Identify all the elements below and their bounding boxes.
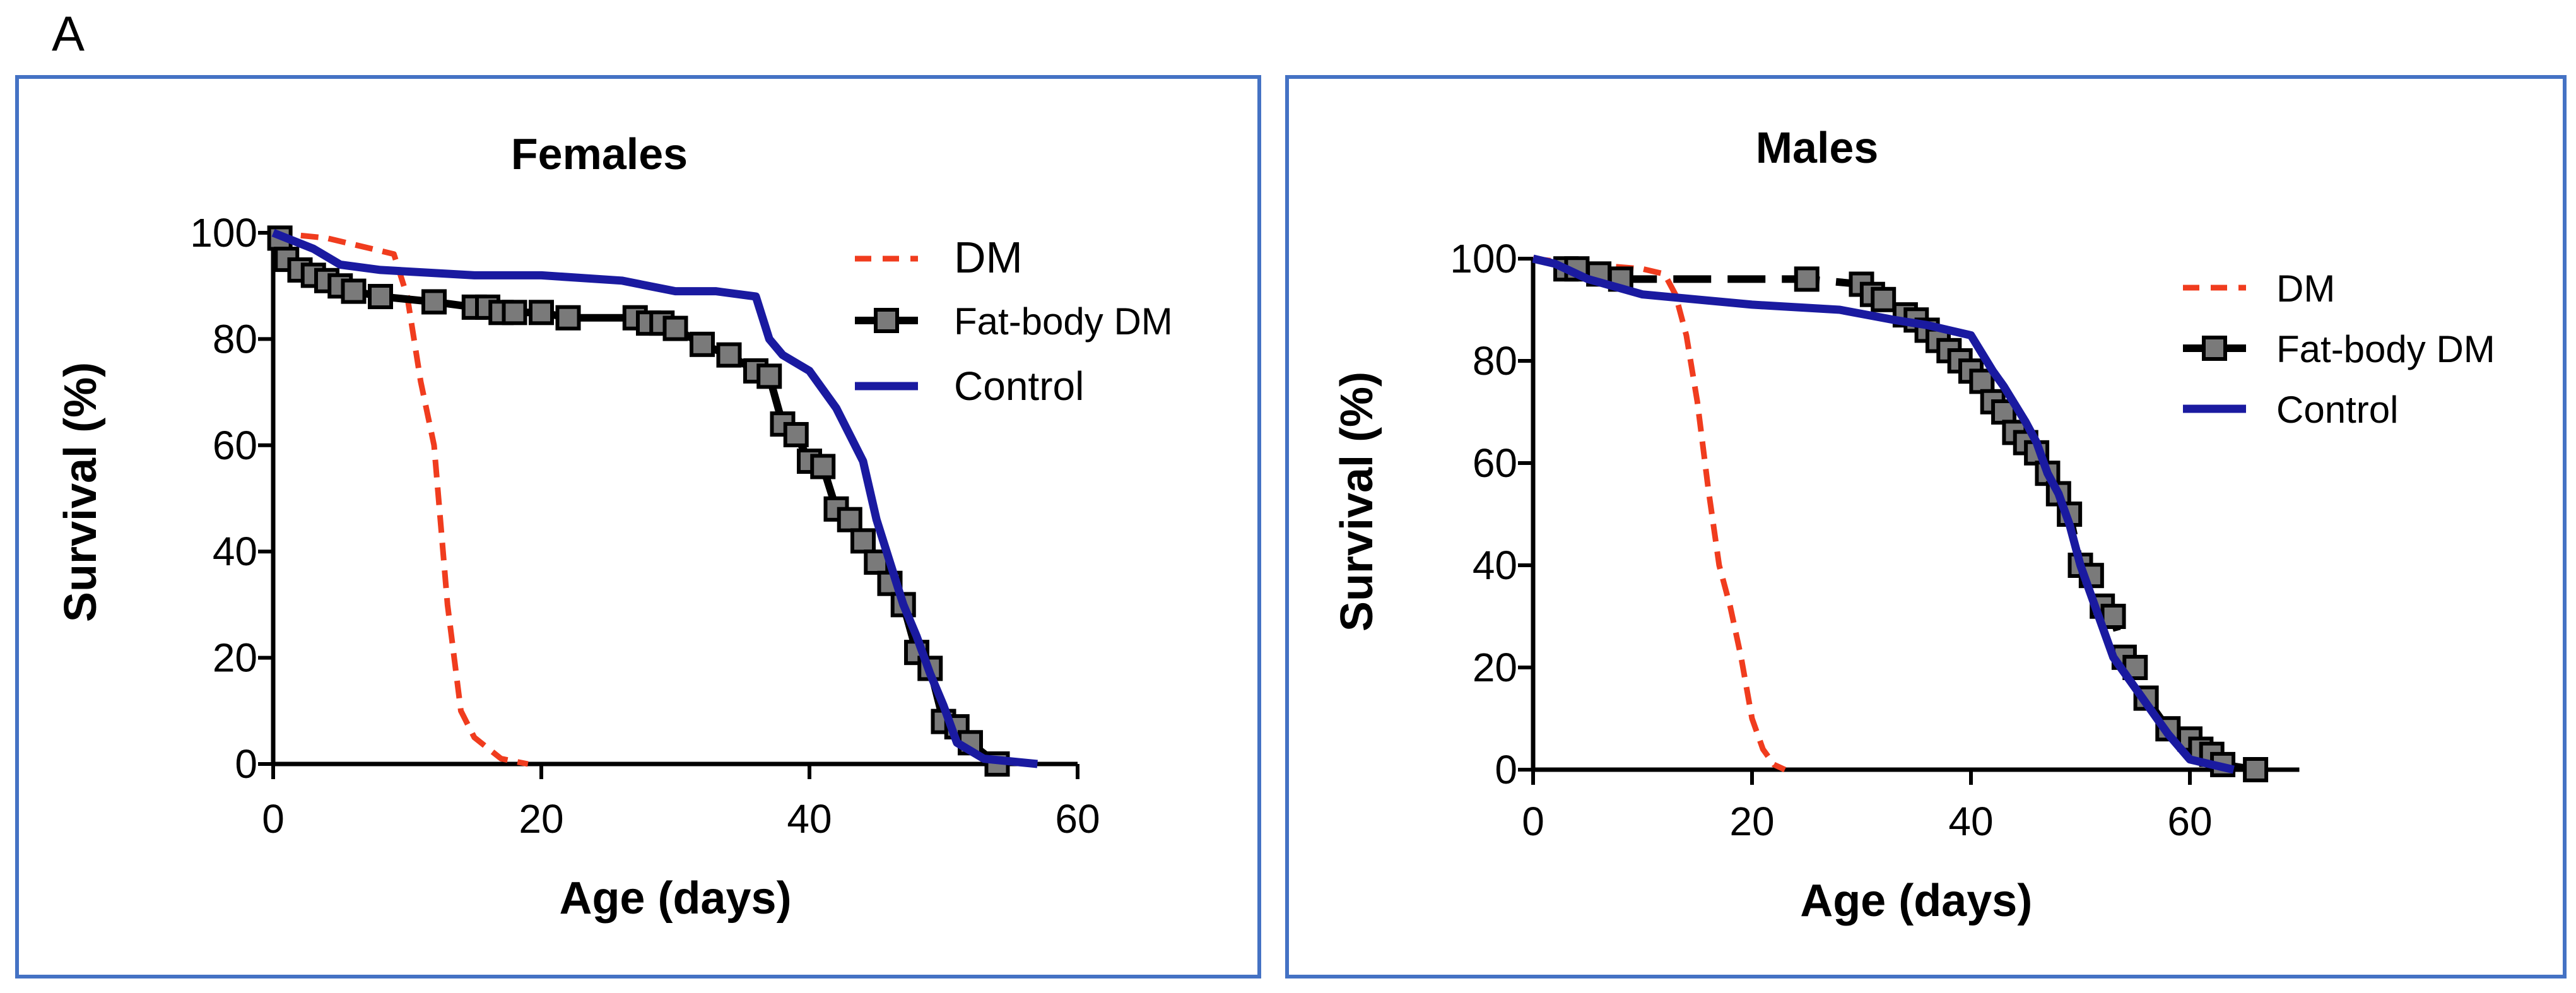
y-tick-label: 20 xyxy=(213,635,257,681)
data-point-fat-body-dm xyxy=(810,454,836,479)
x-tick-label: 0 xyxy=(1522,799,1544,844)
data-point-fat-body-dm xyxy=(2243,757,2269,782)
legend-marker xyxy=(874,308,899,333)
data-point-fat-body-dm xyxy=(716,342,742,368)
x-tick-label: 20 xyxy=(1729,799,1774,844)
y-axis-title: Survival (%) xyxy=(1332,372,1382,632)
data-point-fat-body-dm xyxy=(502,300,527,326)
legend: DM Fat-body DM Control xyxy=(855,233,1173,409)
data-point-fat-body-dm xyxy=(1794,266,1820,292)
data-point-fat-body-dm xyxy=(850,528,876,554)
x-tick-label: 40 xyxy=(1948,799,1993,844)
y-tick-label: 0 xyxy=(235,741,257,787)
y-tick-label: 60 xyxy=(1473,440,1517,486)
data-point-fat-body-dm xyxy=(837,507,862,532)
x-axis-title: Age (days) xyxy=(559,873,791,924)
males-chart: Males 0 20 40 60 0 20 40 60 80 100 Age (days) Surviv… xyxy=(1332,123,2495,926)
legend-label: Fat-body DM xyxy=(2276,328,2495,370)
x-axis-title: Age (days) xyxy=(1800,876,2032,926)
y-tick-label: 100 xyxy=(1450,236,1517,281)
y-tick-label: 20 xyxy=(1473,645,1517,690)
legend-label: DM xyxy=(954,233,1023,282)
y-tick-label: 80 xyxy=(213,316,257,361)
legend-marker xyxy=(2202,336,2227,361)
y-tick-label: 80 xyxy=(1473,338,1517,384)
y-tick-label: 0 xyxy=(1495,747,1517,792)
series-line-dm xyxy=(1532,256,1786,773)
x-tick-label: 40 xyxy=(787,796,832,842)
legend-label: Fat-body DM xyxy=(954,300,1173,343)
legend-label: Control xyxy=(2276,389,2398,431)
data-point-fat-body-dm xyxy=(2100,604,2126,629)
males-panel-frame xyxy=(1285,75,2567,978)
data-point-fat-body-dm xyxy=(756,363,782,389)
chart-title: Males xyxy=(1756,123,1879,172)
series-line-control xyxy=(1532,254,2235,774)
x-tick-label: 0 xyxy=(262,796,285,842)
legend-label: DM xyxy=(2276,267,2335,310)
y-tick-label: 100 xyxy=(190,210,257,256)
data-point-fat-body-dm xyxy=(341,278,367,304)
data-point-fat-body-dm xyxy=(529,300,554,326)
legend: DM Fat-body DM Control xyxy=(2183,267,2495,431)
data-point-fat-body-dm xyxy=(421,289,447,315)
data-point-fat-body-dm xyxy=(662,315,688,341)
chart-title: Females xyxy=(511,129,688,179)
y-tick-label: 40 xyxy=(213,529,257,574)
series-line-dm xyxy=(273,230,529,767)
data-point-fat-body-dm xyxy=(690,331,715,357)
females-panel-frame xyxy=(15,75,1261,978)
x-tick-label: 60 xyxy=(2167,799,2212,844)
data-point-fat-body-dm xyxy=(555,305,581,331)
x-tick-label: 60 xyxy=(1055,796,1100,842)
data-point-fat-body-dm xyxy=(1969,368,1995,394)
series-line-control xyxy=(271,228,1038,768)
y-tick-label: 60 xyxy=(213,423,257,468)
y-tick-label: 40 xyxy=(1473,543,1517,588)
x-tick-label: 20 xyxy=(519,796,563,842)
legend-label: Control xyxy=(954,363,1084,409)
y-axis-title: Survival (%) xyxy=(56,362,106,622)
data-point-fat-body-dm xyxy=(368,284,393,310)
females-chart: Females 0 20 40 60 0 20 40 60 80 100 Age (days) Surv… xyxy=(56,129,1173,924)
data-point-fat-body-dm xyxy=(1871,286,1897,312)
data-point-fat-body-dm xyxy=(783,421,809,447)
panel-label: A xyxy=(52,6,85,61)
